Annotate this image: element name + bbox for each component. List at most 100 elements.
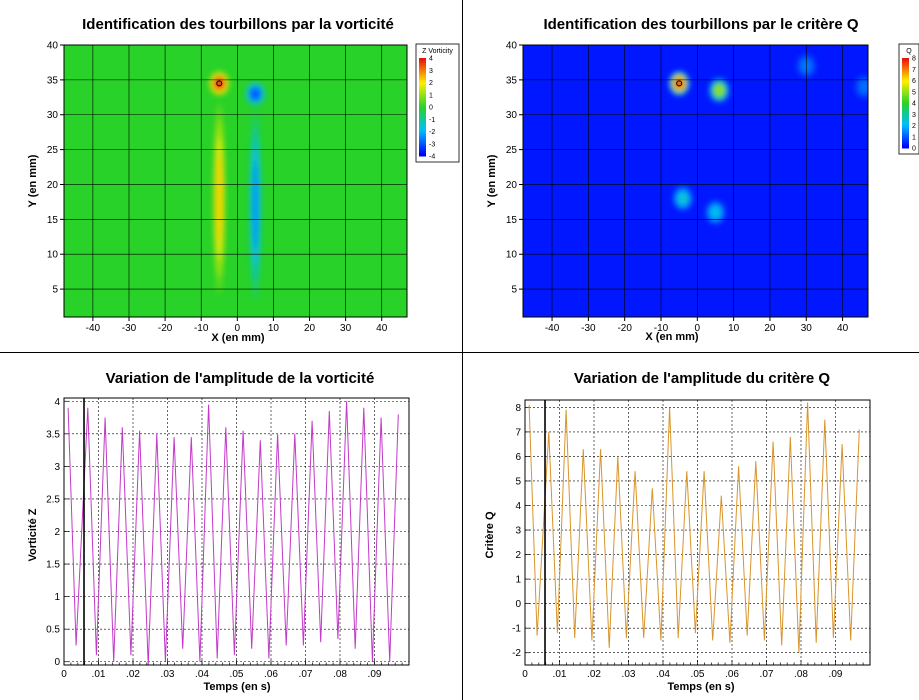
legend-label: 3 [429,68,433,75]
x-tick-label: -30 [581,323,596,334]
x-tick-label: 40 [376,323,388,334]
plot-frame [524,399,871,666]
y-tick-label: 1 [54,592,60,603]
y-tick-label: 30 [47,110,59,121]
vortex-structure [714,84,724,97]
y-tick-label: 15 [506,215,518,226]
y-tick-label: 5 [515,476,521,487]
legend-color-step [902,127,909,131]
legend-color-step [902,98,909,102]
chart-title: Identification des tourbillons par la vo… [82,16,394,33]
y-tick-label: 20 [506,180,518,191]
y-tick-label: 0 [54,657,60,668]
x-tick-label: -20 [158,323,173,334]
y-tick-label: 5 [52,285,58,296]
legend-color-step [902,73,909,77]
y-tick-label: 25 [506,145,518,156]
x-axis-label: Temps (en s) [203,681,270,693]
x-tick-label: .01 [553,669,567,680]
legend-color-step [419,58,426,61]
legend-color-step [902,123,909,126]
y-tick-label: 7 [515,427,521,438]
y-tick-label: -1 [512,624,521,635]
y-axis-label: Critère Q [484,511,496,559]
legend-color-step [902,134,909,138]
legend-color-step [419,138,426,142]
q-criterion-amplitude-chart: Variation de l'amplitude du critère Q Te… [484,370,871,693]
y-tick-label: 40 [506,41,518,52]
legend-color-step [419,129,426,132]
legend-color-step [902,100,909,104]
legend-color-step [902,78,909,81]
legend-color-step [902,141,909,144]
x-tick-label: .02 [587,669,601,680]
y-tick-label: 1 [515,575,521,586]
y-tick-label: 0.5 [46,625,60,636]
legend-label: -2 [429,129,435,136]
x-tick-label: 10 [728,323,740,334]
legend-color-step [902,114,909,117]
x-tick-label: 20 [304,323,316,334]
legend-color-step [902,125,909,129]
probe-marker [216,80,223,87]
x-tick-label: .08 [794,669,808,680]
legend-color-step [419,65,426,69]
x-tick-label: -10 [194,323,209,334]
legend-color-step [419,70,426,74]
vortex-structure [216,153,223,244]
y-axis-label: Vorticité Z [27,508,39,561]
y-tick-label: 2 [515,550,521,561]
legend-color-step [902,58,909,61]
legend-color-step [902,85,909,88]
legend-color-step [902,112,909,115]
legend-color-step [902,67,909,70]
y-tick-label: 40 [47,41,59,52]
legend-color-step [902,136,909,140]
legend-label: 5 [912,89,916,96]
x-tick-label: .04 [195,669,209,680]
legend-label: 8 [912,56,916,63]
x-tick-label: .08 [333,669,347,680]
y-tick-label: 35 [47,75,59,86]
legend-color-step [902,103,909,106]
horizontal-separator [0,352,919,353]
y-tick-label: 10 [47,250,59,261]
x-tick-label: 10 [268,323,280,334]
chart-title: Variation de l'amplitude du critère Q [574,370,830,387]
y-tick-label: 5 [511,285,517,296]
vorticity-map-panel: Identification des tourbillons par la vo… [0,0,462,352]
legend-color-step [902,109,909,113]
y-tick-label: 8 [515,403,521,414]
vorticity-amplitude-panel: Variation de l'amplitude de la vorticité… [0,353,462,700]
q-criterion-amplitude-panel: Variation de l'amplitude du critère Q Te… [463,353,919,700]
vortex-structure [678,192,688,205]
legend-title: Z Vorticity [422,48,453,55]
legend-color-step [902,69,909,72]
legend-color-step [902,118,909,122]
q-criterion-map-panel: Identification des tourbillons par le cr… [463,0,919,352]
legend-color-step [902,107,909,111]
legend-color-step [419,72,426,76]
legend-label: 0 [912,146,916,153]
legend-color-step [419,82,426,86]
legend-color-step [902,130,909,133]
y-tick-label: 6 [515,452,521,463]
legend-color-step [902,116,909,120]
legend-color-step [419,151,426,155]
legend-color-step [419,116,426,120]
legend-color-step [902,91,909,95]
plot-frame [63,397,410,666]
legend-color-step [419,89,426,93]
legend-color-step [419,77,426,81]
legend-color-step [419,107,426,110]
legend-color-step [902,143,909,147]
legend-label: 1 [912,134,916,141]
legend-color-step [419,143,426,147]
x-tick-label: .09 [368,669,382,680]
legend-color-step [902,89,909,93]
legend-color-step [902,82,909,86]
x-tick-label: .05 [230,669,244,680]
x-tick-label: 0 [235,323,241,334]
x-tick-label: 30 [340,323,352,334]
x-tick-label: -10 [654,323,669,334]
